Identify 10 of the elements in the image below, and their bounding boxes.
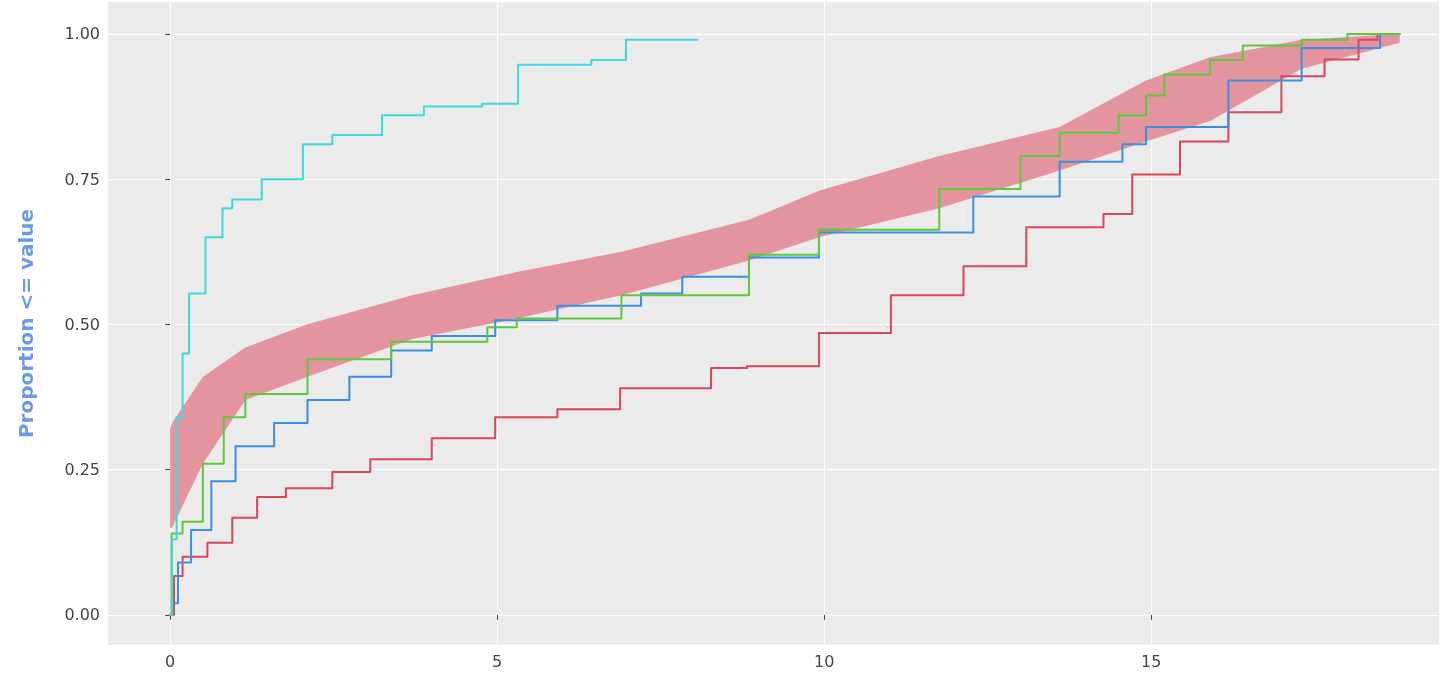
x-tick-label: 5: [492, 651, 503, 671]
y-tick-label: 0.00: [64, 605, 100, 625]
x-tick-label: 10: [814, 651, 835, 671]
y-tick-label: 0.50: [64, 314, 100, 334]
y-axis-title: Proportion <= value: [14, 208, 38, 439]
y-tick-label: 0.75: [64, 169, 100, 189]
x-tick-label: 0: [165, 651, 176, 671]
y-tick-label: 0.25: [64, 460, 100, 480]
x-tick-label: 15: [1141, 651, 1162, 671]
y-tick-label: 1.00: [64, 24, 100, 44]
